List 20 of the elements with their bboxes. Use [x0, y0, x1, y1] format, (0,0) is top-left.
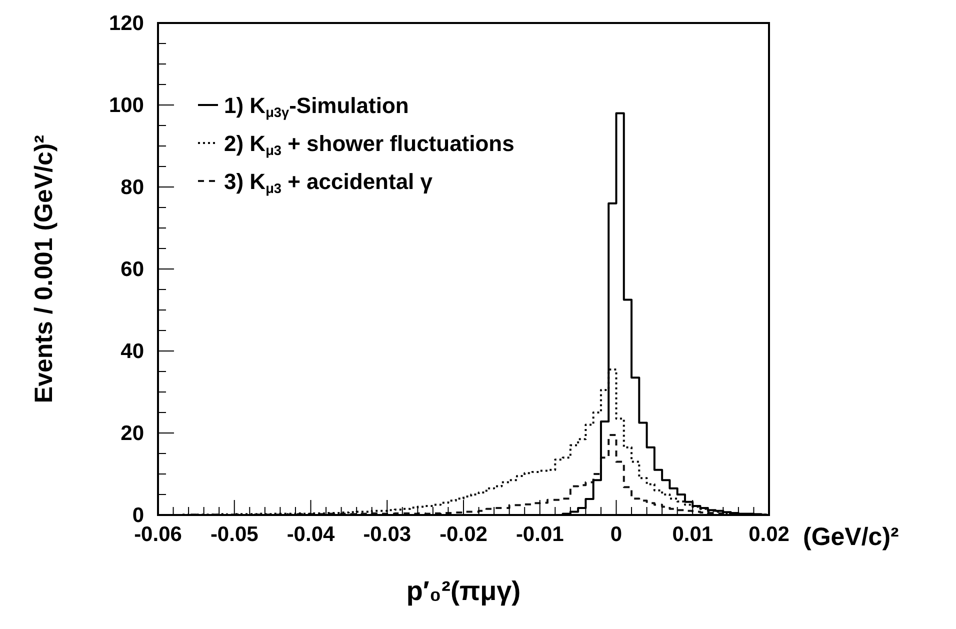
x-axis-title: p′₀²(πμγ) — [406, 576, 521, 606]
y-tick-label: 40 — [120, 340, 144, 363]
legend-label: 1) K$_{μ3γ}$-Simulation — [224, 93, 409, 120]
legend-label: 3) K$_{μ3}$ + accidental γ — [224, 169, 434, 196]
x-tick-label: -0.01 — [516, 523, 564, 546]
legend-label: 2) K$_{μ3}$ + shower fluctuations — [224, 131, 514, 158]
x-tick-label: 0.02 — [748, 523, 790, 546]
text: (GeV/c)² — [803, 523, 899, 551]
x-tick-label: -0.05 — [210, 523, 259, 546]
y-tick-label: 100 — [108, 94, 144, 117]
x-tick-label: -0.04 — [286, 523, 335, 546]
y-tick-label: 20 — [120, 422, 144, 445]
y-axis-title: Events / 0.001 (GeV/c)² — [30, 134, 58, 404]
x-tick-label: -0.02 — [440, 523, 488, 546]
x-tick-label: -0.03 — [363, 523, 412, 546]
x-tick-label: 0 — [610, 523, 622, 546]
x-tick-label: 0.01 — [672, 523, 714, 546]
y-tick-label: 80 — [120, 176, 144, 199]
y-tick-label: 60 — [120, 258, 144, 281]
y-tick-label: 120 — [108, 12, 144, 35]
